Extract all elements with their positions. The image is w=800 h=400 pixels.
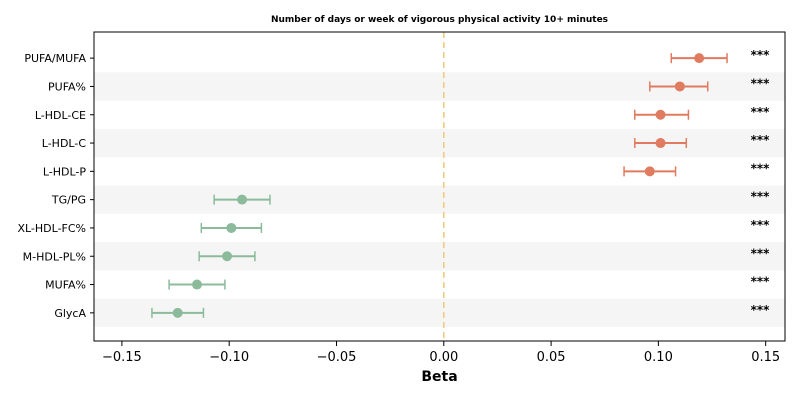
data-marks <box>151 53 728 318</box>
y-tick-label: PUFA/MUFA <box>24 52 86 65</box>
x-tick-label: 0.10 <box>644 350 673 365</box>
beta-point <box>237 194 248 205</box>
y-tick-label: TG/PG <box>51 194 86 207</box>
x-tick-label: 0.00 <box>429 350 458 365</box>
y-tick-label: M-HDL-PL% <box>23 250 86 263</box>
x-axis-label: Beta <box>421 369 457 385</box>
significance-label: *** <box>751 275 771 289</box>
significance-label: *** <box>751 76 771 90</box>
y-tick-label: GlycA <box>54 307 86 320</box>
significance-label: *** <box>751 303 771 317</box>
x-tick-label: −0.15 <box>102 350 142 365</box>
y-tick-label: PUFA% <box>48 80 86 93</box>
significance-label: *** <box>751 161 771 175</box>
x-tick-label: 0.05 <box>537 350 566 365</box>
y-tick-label: L-HDL-P <box>43 165 87 178</box>
beta-point <box>222 251 233 262</box>
x-axis: −0.15 −0.10 −0.05 0.00 0.05 0.10 0.15 <box>102 341 780 365</box>
plot-frame <box>93 31 786 342</box>
significance-label: *** <box>751 133 771 147</box>
y-tick-label: XL-HDL-FC% <box>17 222 86 235</box>
significance-label: *** <box>751 105 771 119</box>
beta-point <box>694 53 705 64</box>
beta-point <box>644 166 655 177</box>
y-tick-label: L-HDL-C <box>42 137 87 150</box>
row-band <box>94 242 785 271</box>
x-tick-label: −0.10 <box>209 350 249 365</box>
beta-point <box>655 109 666 120</box>
beta-point <box>226 222 237 233</box>
y-axis: PUFA/MUFA PUFA% L-HDL-CE L-HDL-C L-HDL-P TG/P… <box>17 52 94 320</box>
row-band <box>94 185 785 214</box>
y-tick-label: MUFA% <box>45 279 86 292</box>
significance-label: *** <box>751 246 771 260</box>
x-tick-label: 0.15 <box>751 350 780 365</box>
beta-point <box>172 307 183 318</box>
significance-label: *** <box>751 48 771 62</box>
significance-label: *** <box>751 218 771 232</box>
beta-point <box>655 138 666 149</box>
y-tick-label: L-HDL-CE <box>35 109 86 122</box>
chart-title: Number of days or week of vigorous physi… <box>271 15 608 25</box>
significance-label: *** <box>751 190 771 204</box>
x-tick-label: −0.05 <box>317 350 357 365</box>
significance-labels: *** *** *** *** *** *** *** *** *** *** <box>751 48 771 317</box>
row-band <box>94 298 785 327</box>
beta-point <box>674 81 685 92</box>
beta-point <box>192 279 203 290</box>
